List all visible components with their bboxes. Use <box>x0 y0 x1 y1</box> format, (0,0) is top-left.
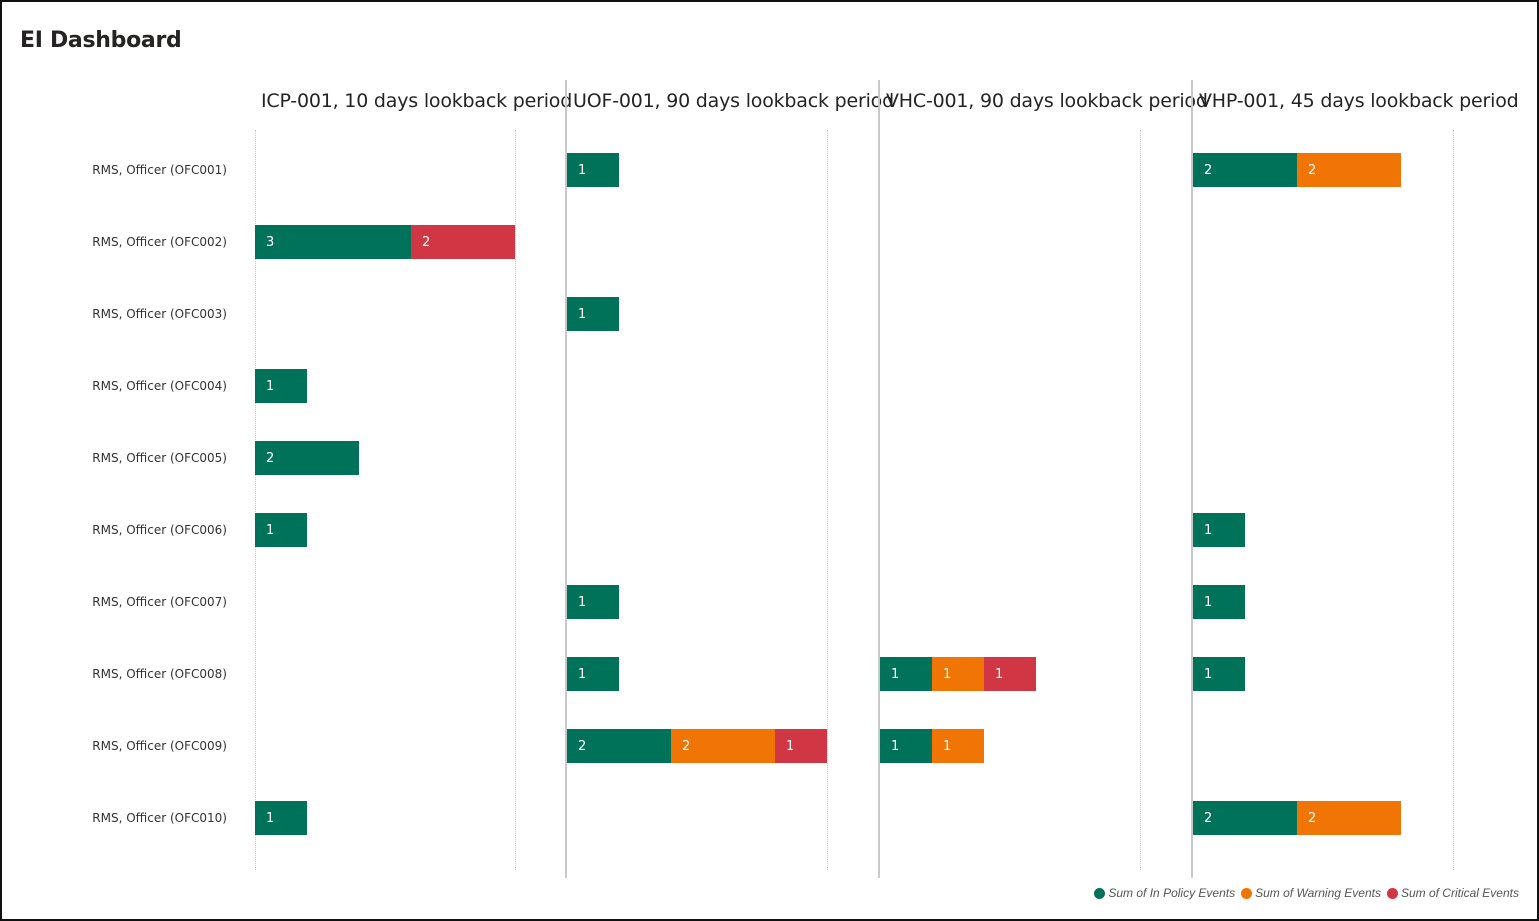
legend: Sum of In Policy Events Sum of Warning E… <box>1088 886 1519 900</box>
panel-title: ICP-001, 10 days lookback period <box>261 90 573 112</box>
in-policy-segment[interactable]: 3 <box>255 225 411 259</box>
in-policy-segment[interactable]: 1 <box>880 657 932 691</box>
warning-segment[interactable]: 2 <box>1297 153 1401 187</box>
in-policy-segment[interactable]: 1 <box>567 297 619 331</box>
warning-segment[interactable]: 1 <box>932 657 984 691</box>
row-label: RMS, Officer (OFC009) <box>92 739 227 753</box>
stacked-bar[interactable]: 1 <box>255 513 307 547</box>
in-policy-segment[interactable]: 1 <box>255 513 307 547</box>
in-policy-segment[interactable]: 1 <box>567 153 619 187</box>
legend-item-warning[interactable]: Sum of Warning Events <box>1241 886 1381 900</box>
row-label: RMS, Officer (OFC007) <box>92 595 227 609</box>
panel-divider <box>1191 80 1193 878</box>
warning-segment[interactable]: 2 <box>1297 801 1401 835</box>
gridline <box>1140 130 1141 870</box>
stacked-bar[interactable]: 1 <box>255 369 307 403</box>
critical-segment[interactable]: 1 <box>775 729 827 763</box>
panel-title: UOF-001, 90 days lookback period <box>573 90 894 112</box>
in-policy-segment[interactable]: 1 <box>255 801 307 835</box>
warning-segment[interactable]: 2 <box>671 729 775 763</box>
stacked-bar[interactable]: 1 <box>567 153 619 187</box>
row-label: RMS, Officer (OFC008) <box>92 667 227 681</box>
legend-label: Sum of Warning Events <box>1255 886 1381 900</box>
in-policy-segment[interactable]: 2 <box>1193 801 1297 835</box>
row-label: RMS, Officer (OFC005) <box>92 451 227 465</box>
gridline <box>515 130 516 870</box>
in-policy-segment[interactable]: 2 <box>255 441 359 475</box>
legend-item-in-policy[interactable]: Sum of In Policy Events <box>1094 886 1235 900</box>
panel-title: VHP-001, 45 days lookback period <box>1199 90 1519 112</box>
critical-segment[interactable]: 2 <box>411 225 515 259</box>
in-policy-segment[interactable]: 1 <box>1193 585 1245 619</box>
legend-label: Sum of In Policy Events <box>1108 886 1236 900</box>
in-policy-segment[interactable]: 1 <box>1193 513 1245 547</box>
stacked-bar[interactable]: 1 <box>1193 513 1245 547</box>
gridline <box>827 130 828 870</box>
row-label: RMS, Officer (OFC006) <box>92 523 227 537</box>
row-label: RMS, Officer (OFC004) <box>92 379 227 393</box>
row-label: RMS, Officer (OFC003) <box>92 307 227 321</box>
in-policy-segment[interactable]: 2 <box>567 729 671 763</box>
panel-divider <box>878 80 880 878</box>
stacked-bar[interactable]: 2 <box>255 441 359 475</box>
row-label: RMS, Officer (OFC002) <box>92 235 227 249</box>
gridline <box>1453 130 1454 870</box>
page-title: EI Dashboard <box>20 28 182 53</box>
legend-item-critical[interactable]: Sum of Critical Events <box>1386 886 1519 900</box>
in-policy-segment[interactable]: 1 <box>1193 657 1245 691</box>
in-policy-segment[interactable]: 2 <box>1193 153 1297 187</box>
panel-divider <box>565 80 567 878</box>
critical-segment[interactable]: 1 <box>984 657 1036 691</box>
gridline <box>255 130 256 870</box>
in-policy-segment[interactable]: 1 <box>567 585 619 619</box>
in-policy-segment[interactable]: 1 <box>567 657 619 691</box>
stacked-bar[interactable]: 1 <box>1193 657 1245 691</box>
stacked-bar[interactable]: 1 <box>567 657 619 691</box>
in-policy-dot-icon <box>1094 887 1106 899</box>
critical-dot-icon <box>1386 887 1398 899</box>
in-policy-segment[interactable]: 1 <box>255 369 307 403</box>
stacked-bar[interactable]: 1 <box>567 297 619 331</box>
warning-segment[interactable]: 1 <box>932 729 984 763</box>
stacked-bar[interactable]: 1 <box>1193 585 1245 619</box>
in-policy-segment[interactable]: 1 <box>880 729 932 763</box>
stacked-bar[interactable]: 1 <box>255 801 307 835</box>
stacked-bar[interactable]: 1 <box>567 585 619 619</box>
panel-title: VHC-001, 90 days lookback period <box>886 90 1208 112</box>
warning-dot-icon <box>1241 887 1253 899</box>
row-label: RMS, Officer (OFC010) <box>92 811 227 825</box>
row-label: RMS, Officer (OFC001) <box>92 163 227 177</box>
legend-label: Sum of Critical Events <box>1400 886 1519 900</box>
